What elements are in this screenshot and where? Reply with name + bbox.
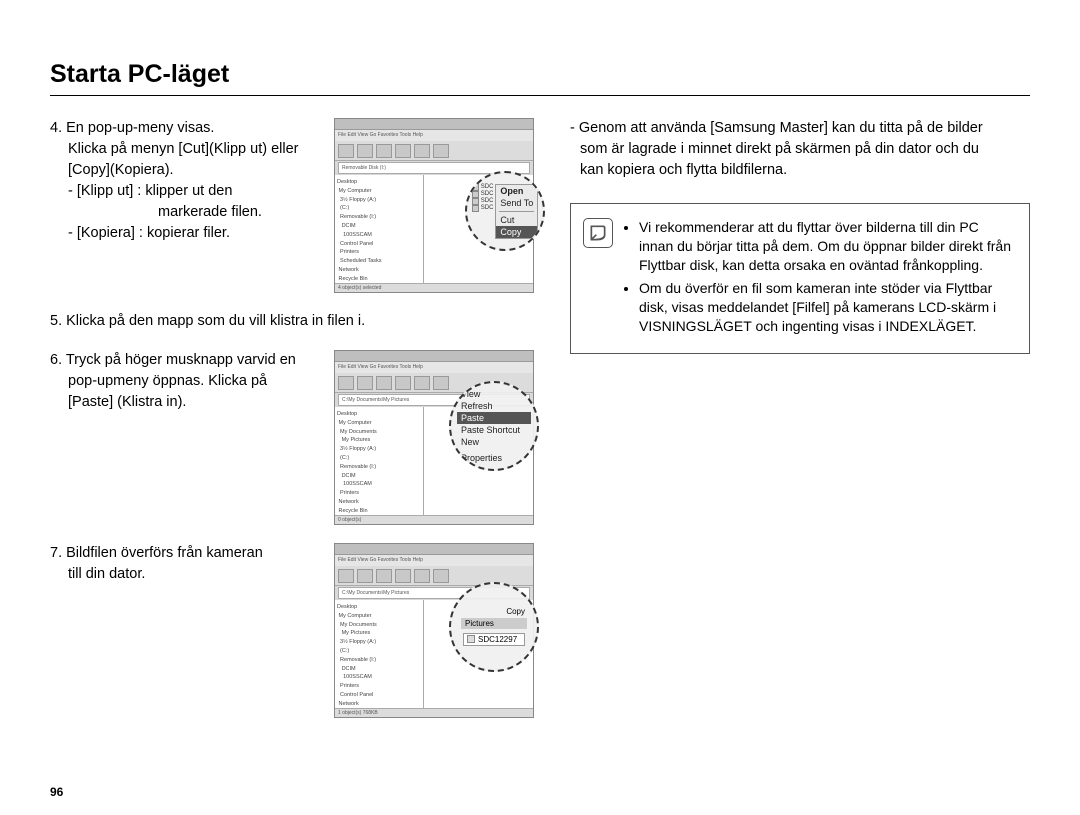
fig6-status: 0 object(s): [335, 515, 533, 524]
step7-line: 7. Bildfilen överförs från kameran: [50, 543, 320, 564]
figure-step6: File Edit View Go Favorites Tools Help C…: [334, 350, 534, 525]
fig6-zoom: View Refresh Paste Paste Shortcut New Pr…: [449, 381, 539, 471]
fig4-zoom: SDC SDC SDC SDC Open Send To Cut Copy: [465, 171, 545, 251]
step-6: 6. Tryck på höger musknapp varvid en pop…: [50, 350, 540, 525]
right-intro: - Genom att använda [Samsung Master] kan…: [570, 118, 1030, 181]
fig7-menubar: File Edit View Go Favorites Tools Help: [335, 555, 533, 566]
step4-line: Klicka på menyn [Cut](Klipp ut) eller: [68, 139, 320, 160]
step7-line: till din dator.: [68, 564, 320, 585]
step4-line: 4. En pop-up-meny visas.: [50, 118, 320, 139]
fig7-status: 1 object(s) 768KB: [335, 708, 533, 717]
step-7: 7. Bildfilen överförs från kameran till …: [50, 543, 540, 718]
fig7-tree: Desktop My Computer My Documents My Pict…: [335, 600, 424, 708]
page-number: 96: [50, 785, 63, 799]
step-4: 4. En pop-up-meny visas. Klicka på menyn…: [50, 118, 540, 293]
left-column: 4. En pop-up-meny visas. Klicka på menyn…: [50, 118, 540, 785]
fig6-tree: Desktop My Computer My Documents My Pict…: [335, 407, 424, 515]
page-title: Starta PC-läget: [50, 60, 1030, 96]
info-item: Om du överför en fil som kameran inte st…: [639, 279, 1013, 336]
step6-line: pop-upmeny öppnas. Klicka på: [68, 371, 320, 392]
step4-line: [Copy](Kopiera).: [68, 160, 320, 181]
step5-text: 5. Klicka på den mapp som du vill klistr…: [50, 311, 540, 332]
step6-line: [Paste] (Klistra in).: [68, 392, 320, 413]
right-column: - Genom att använda [Samsung Master] kan…: [570, 118, 1030, 785]
note-icon: [583, 218, 613, 248]
fig7-zoom: Copy Pictures SDC12297: [449, 582, 539, 672]
step6-line: 6. Tryck på höger musknapp varvid en: [50, 350, 320, 371]
info-item: Vi rekommenderar att du flyttar över bil…: [639, 218, 1013, 275]
step-5: 5. Klicka på den mapp som du vill klistr…: [50, 311, 540, 332]
info-box: Vi rekommenderar att du flyttar över bil…: [570, 203, 1030, 354]
figure-step7: File Edit View Go Favorites Tools Help C…: [334, 543, 534, 718]
step4-line: - [Klipp ut] : klipper ut den: [68, 181, 320, 202]
figure-step4: File Edit View Go Favorites Tools Help R…: [334, 118, 534, 293]
fig4-status: 4 object(s) selected: [335, 283, 533, 292]
fig4-tree: Desktop My Computer 3½ Floppy (A:) (C:) …: [335, 175, 424, 283]
fig4-menubar: File Edit View Go Favorites Tools Help: [335, 130, 533, 141]
step4-line: markerade filen.: [158, 202, 320, 223]
info-list: Vi rekommenderar att du flyttar över bil…: [623, 218, 1013, 339]
fig6-menubar: File Edit View Go Favorites Tools Help: [335, 362, 533, 373]
step4-line: - [Kopiera] : kopierar filer.: [68, 223, 320, 244]
